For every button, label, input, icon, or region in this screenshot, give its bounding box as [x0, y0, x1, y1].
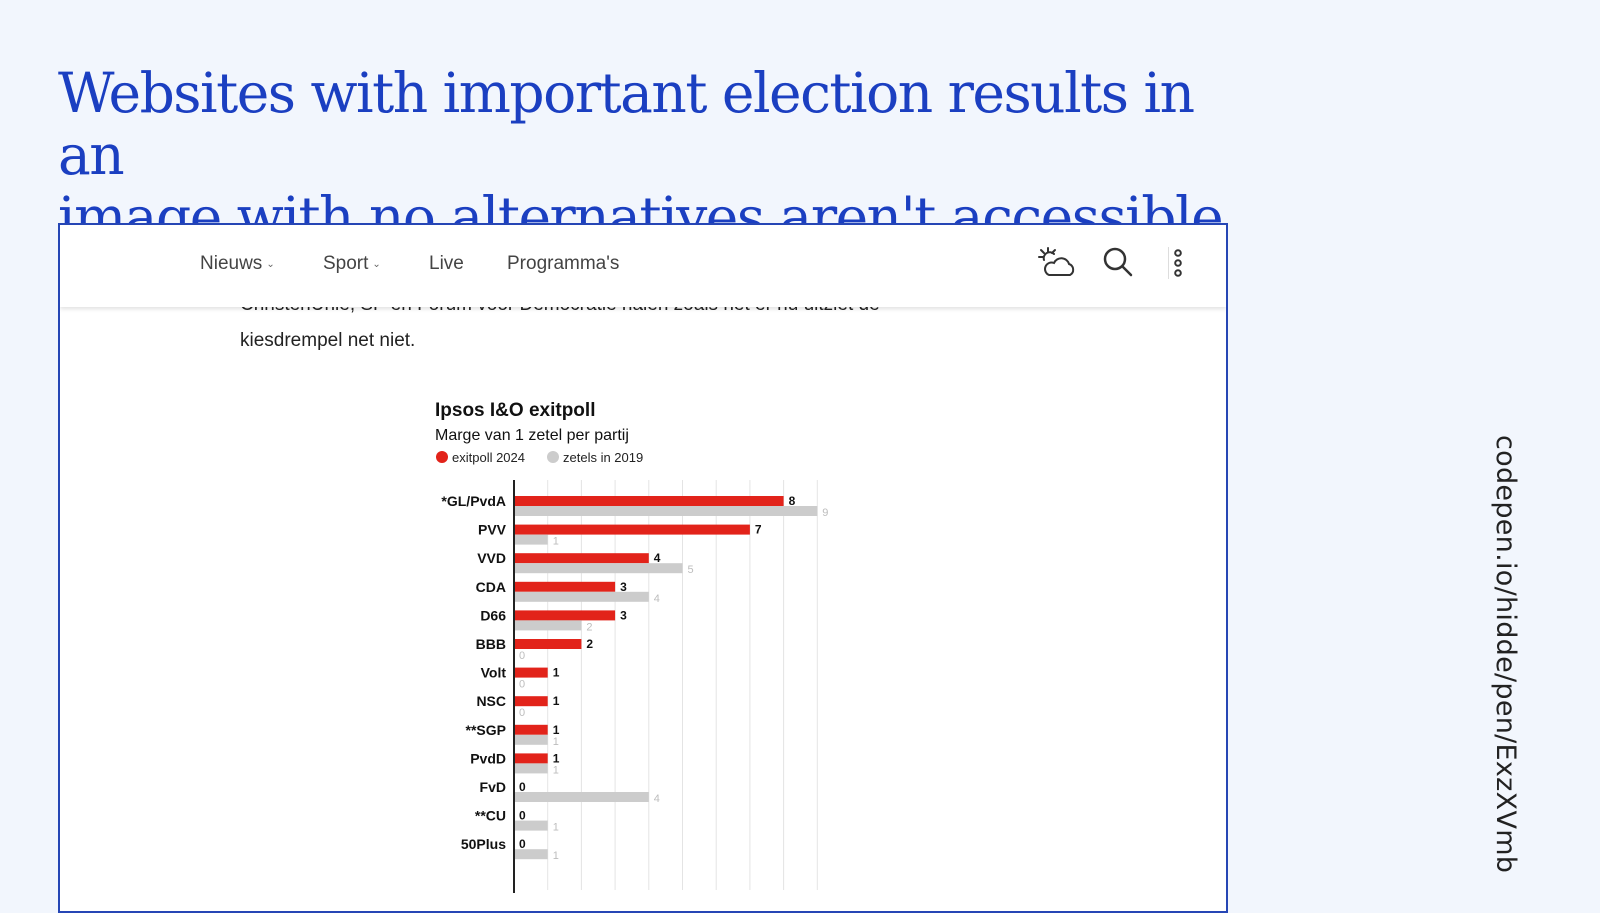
category-label: CDA	[476, 579, 506, 595]
legend-swatch	[436, 451, 448, 463]
legend-swatch	[547, 451, 559, 463]
bar-exitpoll-2024	[514, 639, 582, 649]
category-label: **SGP	[466, 722, 506, 738]
bar-zetels-2019	[514, 820, 548, 831]
bar-zetels-2019	[514, 563, 683, 574]
nav-item-programmas[interactable]: Programma's	[507, 253, 619, 275]
bar-zetels-2019	[514, 506, 818, 516]
nav-item-label: Live	[429, 253, 464, 274]
category-label: VVD	[477, 550, 506, 566]
data-label-zetels-2019: 1	[553, 764, 559, 776]
category-label: D66	[480, 607, 506, 623]
data-label-zetels-2019: 2	[586, 621, 592, 633]
bar-exitpoll-2024	[514, 610, 616, 621]
bar-zetels-2019	[514, 734, 548, 745]
slide-title: Websites with important election results…	[58, 62, 1238, 248]
bar-zetels-2019	[514, 792, 649, 802]
data-label-exitpoll-2024: 0	[519, 837, 526, 851]
article-line: kiesdrempel net niet.	[240, 330, 416, 351]
category-label: PvdD	[470, 750, 506, 766]
data-label-exitpoll-2024: 3	[620, 580, 627, 594]
site-navigation: Nieuws ⌄ Sport ⌄ Live Programma's	[60, 225, 1226, 307]
data-label-exitpoll-2024: 1	[553, 751, 560, 765]
bar-exitpoll-2024	[514, 753, 548, 764]
nav-item-sport[interactable]: Sport ⌄	[323, 253, 381, 275]
bar-zetels-2019	[514, 591, 649, 602]
bar-zetels-2019	[514, 849, 548, 860]
bar-exitpoll-2024	[514, 667, 548, 678]
chart-subtitle: Marge van 1 zetel per partij	[435, 427, 629, 444]
bar-zetels-2019	[514, 763, 548, 774]
exitpoll-chart-image: Ipsos I&O exitpoll Marge van 1 zetel per …	[435, 400, 828, 893]
category-label: *GL/PvdA	[441, 493, 506, 509]
nav-item-label: Sport	[323, 253, 369, 274]
data-label-exitpoll-2024: 0	[519, 780, 526, 794]
data-label-exitpoll-2024: 8	[789, 494, 796, 508]
legend-label: zetels in 2019	[563, 450, 643, 465]
data-label-zetels-2019: 1	[553, 736, 559, 748]
category-label: **CU	[475, 808, 506, 824]
bar-exitpoll-2024	[514, 581, 616, 592]
data-label-exitpoll-2024: 1	[553, 694, 560, 708]
data-label-zetels-2019: 4	[654, 593, 660, 605]
more-vertical-icon[interactable]	[1171, 247, 1185, 279]
nav-item-label: Programma's	[507, 253, 620, 274]
bar-zetels-2019	[514, 534, 548, 545]
bar-exitpoll-2024	[514, 553, 649, 564]
nav-item-label: Nieuws	[200, 253, 263, 274]
chevron-down-icon: ⌄	[372, 259, 381, 270]
bar-exitpoll-2024	[514, 496, 784, 506]
category-label: NSC	[476, 693, 506, 709]
data-label-zetels-2019: 0	[519, 679, 525, 691]
data-label-exitpoll-2024: 4	[654, 551, 661, 565]
codepen-url: codepen.io/hidde/pen/ExzXVmb	[1490, 435, 1521, 874]
search-icon[interactable]	[1101, 245, 1135, 279]
data-label-exitpoll-2024: 1	[553, 666, 560, 680]
bar-zetels-2019	[514, 620, 582, 631]
bar-exitpoll-2024	[514, 696, 548, 707]
data-label-exitpoll-2024: 0	[519, 809, 526, 823]
data-label-zetels-2019: 1	[553, 536, 559, 548]
data-label-zetels-2019: 4	[654, 793, 660, 805]
data-label-exitpoll-2024: 7	[755, 523, 762, 537]
bar-exitpoll-2024	[514, 524, 750, 535]
website-screenshot: Nieuws ⌄ Sport ⌄ Live Programma's	[58, 223, 1228, 913]
chevron-down-icon: ⌄	[266, 259, 275, 270]
category-label: FvD	[480, 779, 506, 795]
nav-divider	[1168, 247, 1169, 279]
data-label-exitpoll-2024: 3	[620, 608, 627, 622]
slide-title-line-1: Websites with important election results…	[58, 61, 1195, 187]
data-label-zetels-2019: 0	[519, 707, 525, 719]
category-label: Volt	[481, 665, 507, 681]
nav-item-nieuws[interactable]: Nieuws ⌄	[200, 253, 275, 275]
data-label-zetels-2019: 1	[553, 822, 559, 834]
data-label-exitpoll-2024: 1	[553, 723, 560, 737]
category-label: PVV	[478, 522, 507, 538]
data-label-zetels-2019: 1	[553, 850, 559, 862]
category-label: BBB	[476, 636, 506, 652]
nav-item-live[interactable]: Live	[429, 253, 464, 275]
legend-label: exitpoll 2024	[452, 450, 525, 465]
category-label: 50Plus	[461, 836, 506, 852]
bar-exitpoll-2024	[514, 724, 548, 735]
data-label-zetels-2019: 5	[688, 564, 694, 576]
data-label-zetels-2019: 9	[822, 507, 828, 519]
data-label-exitpoll-2024: 2	[586, 637, 593, 651]
weather-icon[interactable]	[1035, 245, 1077, 281]
data-label-zetels-2019: 0	[519, 650, 525, 662]
chart-title: Ipsos I&O exitpoll	[435, 400, 595, 421]
